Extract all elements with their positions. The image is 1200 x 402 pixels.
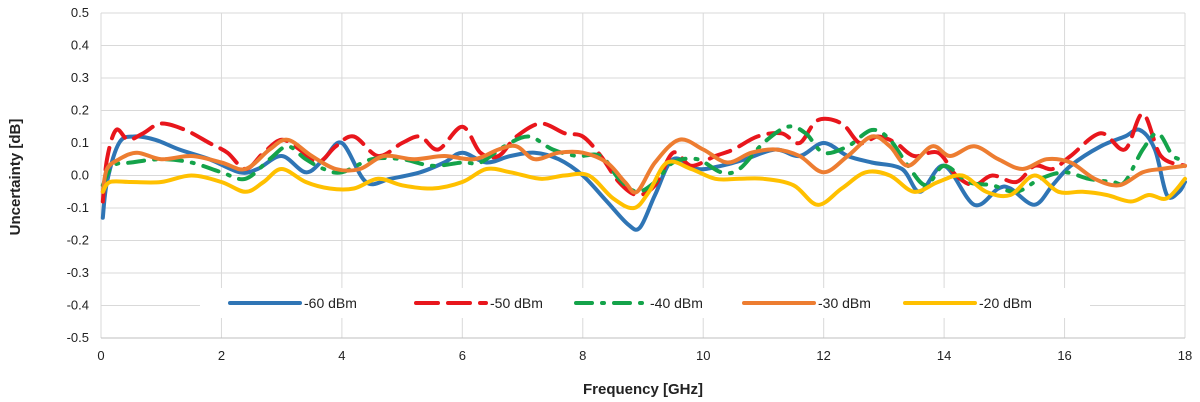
x-tick-label: 8 bbox=[579, 348, 586, 363]
series-lines bbox=[100, 111, 1187, 232]
y-tick-label: -0.1 bbox=[67, 200, 89, 215]
series-line-30-dbm bbox=[100, 134, 1187, 195]
y-tick-label: -0.2 bbox=[67, 233, 89, 248]
y-axis-title: Uncertainty [dB] bbox=[7, 119, 24, 236]
grid bbox=[100, 12, 1186, 339]
y-tick-label: -0.5 bbox=[67, 330, 89, 345]
legend-label-20-dbm: -20 dBm bbox=[979, 295, 1032, 311]
x-tick-label: 16 bbox=[1057, 348, 1071, 363]
legend-label-40-dbm: -40 dBm bbox=[650, 295, 703, 311]
x-tick-label: 18 bbox=[1178, 348, 1192, 363]
legend-label-60-dbm: -60 dBm bbox=[304, 295, 357, 311]
legend: -60 dBm -50 dBm -40 dBm -30 dBm -20 dBm bbox=[200, 288, 1090, 318]
y-axis-ticks: 0.5 0.4 0.3 0.2 0.1 0.0 -0.1 -0.2 -0.3 -0.4 -0.5 bbox=[67, 5, 89, 345]
y-tick-label: -0.4 bbox=[67, 298, 89, 313]
y-tick-label: 0.5 bbox=[71, 5, 89, 20]
y-tick-label: 0.1 bbox=[71, 135, 89, 150]
x-tick-label: 0 bbox=[97, 348, 104, 363]
x-tick-label: 6 bbox=[459, 348, 466, 363]
x-axis-ticks: 0 2 4 6 8 10 12 14 16 18 bbox=[97, 348, 1192, 363]
y-tick-label: 0.0 bbox=[71, 168, 89, 183]
x-axis-title: Frequency [GHz] bbox=[583, 381, 703, 398]
legend-label-30-dbm: -30 dBm bbox=[818, 295, 871, 311]
x-tick-label: 4 bbox=[338, 348, 345, 363]
y-tick-label: 0.2 bbox=[71, 103, 89, 118]
x-tick-label: 14 bbox=[937, 348, 951, 363]
x-tick-label: 10 bbox=[696, 348, 710, 363]
y-tick-label: 0.4 bbox=[71, 38, 89, 53]
y-tick-label: 0.3 bbox=[71, 70, 89, 85]
legend-label-50-dbm: -50 dBm bbox=[490, 295, 543, 311]
series-line-20-dbm bbox=[100, 159, 1187, 211]
x-tick-label: 12 bbox=[816, 348, 830, 363]
y-tick-label: -0.3 bbox=[67, 265, 89, 280]
x-tick-label: 2 bbox=[218, 348, 225, 363]
series-line-60-dbm bbox=[100, 127, 1187, 232]
